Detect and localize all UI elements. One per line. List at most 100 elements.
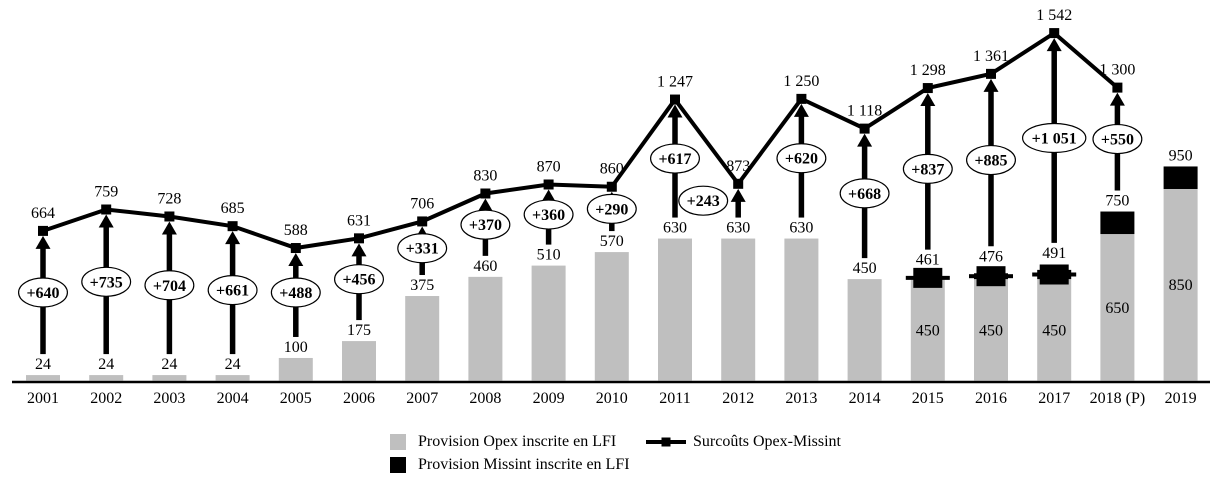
missint-black-swatch-icon [390,457,406,473]
opex-bar [721,238,756,381]
bar-total-label: 750 [1105,193,1129,210]
line-marker [164,211,175,222]
year-label: 2018 (P) [1090,390,1146,407]
delta-oval [334,264,385,295]
delta-oval [144,270,195,301]
line-marker [480,188,491,199]
delta-oval [460,209,511,240]
opex-bar [531,265,566,381]
delta-label: +290 [595,201,628,218]
opex-value-label: 650 [1105,300,1129,317]
delta-oval [207,275,258,306]
bar-total-label: 630 [663,220,687,237]
delta-label: +617 [658,151,691,168]
line-point-label: 1 298 [910,62,946,79]
year-label: 2006 [343,390,375,407]
bar-total-label: 491 [1042,245,1066,262]
opex-bar [658,238,692,381]
year-label: 2011 [659,390,690,407]
arrow-head [920,93,936,107]
delta-oval [839,178,890,209]
opex-value-label: 450 [979,322,1003,339]
line-point-label: 759 [94,183,118,200]
bar-total-label: 24 [35,356,51,373]
missint-bar [1100,211,1135,235]
opex-gray-swatch-icon [390,434,406,450]
year-label: 2019 [1165,390,1197,407]
line-marker [290,243,301,254]
legend-item-surcouts: Surcoûts Opex-Missint [646,433,841,451]
arrow-head [730,188,746,202]
line-marker [543,179,554,190]
line-point-label: 873 [726,158,750,175]
delta-oval [776,143,827,174]
legend-label-surcouts: Surcoûts Opex-Missint [693,433,841,450]
year-label: 2002 [90,390,122,407]
line-point-label: 1 300 [1099,62,1135,79]
line-point-label: 830 [473,168,497,185]
line-point-label: 588 [284,222,308,239]
year-label: 2012 [722,390,754,407]
bar-total-label: 950 [1169,147,1193,164]
line-marker [38,225,48,236]
opex-bar [974,279,1008,381]
year-label: 2009 [533,390,565,407]
arrow-head [667,104,683,118]
legend-item-opex: Provision Opex inscrite en LFI [390,433,616,451]
delta-oval [1092,123,1143,155]
line-marker [733,178,744,189]
line-point-label: 870 [537,158,561,175]
opex-bar [1163,188,1198,381]
legend-label-opex: Provision Opex inscrite en LFI [418,433,617,450]
delta-label: +243 [687,193,720,210]
delta-label: +456 [342,272,375,289]
year-label: 2001 [27,390,59,407]
arrow-head [225,231,241,245]
opex-bar [1100,234,1135,381]
bar-total-label: 476 [979,248,1003,265]
labels-layer: 24 664 2001 24 759 2002 24 728 2003 24 685 2004 100 5… [12,7,1210,407]
delta-oval [1021,122,1087,154]
bar-total-label: 24 [98,356,114,373]
delta-label: +640 [26,285,59,302]
bars-layer: 100 100 [26,166,1198,381]
delta-oval [902,153,953,184]
bar-total-label: 460 [473,258,497,275]
arrow-head [477,198,493,212]
delta-label: +837 [911,161,944,178]
missint-value-label: 100 [1169,170,1193,187]
delta-oval [523,199,574,230]
year-label: 2016 [975,390,1007,407]
opex-bar [594,252,629,381]
missint-label-chip [913,267,943,288]
bar-total-label: 630 [726,220,750,237]
delta-oval [18,277,68,308]
arrow-shaft [735,199,741,218]
arrow-head [1046,38,1062,52]
bar-total-label: 630 [789,220,813,237]
missint-value-label: 100 [1105,215,1129,232]
delta-oval [81,266,132,297]
line-marker [859,123,870,134]
arrows-layer [35,38,1125,355]
year-label: 2010 [596,390,628,407]
opex-bar [910,279,945,381]
delta-oval [678,185,729,216]
opex-value-label: 450 [1042,322,1066,339]
bar-total-label: 24 [161,356,177,373]
delta-label: +661 [216,283,249,300]
year-label: 2003 [153,390,185,407]
arrow-head [288,253,304,267]
missint-bar [1163,166,1198,189]
delta-label: +360 [532,207,565,224]
bar-total-label: 510 [537,247,561,264]
bar-total-label: 175 [347,322,371,339]
delta-label: +735 [90,274,123,291]
arrow-head [541,189,557,203]
delta-oval [270,277,321,308]
bar-total-label: 375 [410,277,434,294]
delta-label: +885 [974,153,1007,170]
line-marker [227,221,238,232]
line-marker [101,204,112,215]
year-label: 2017 [1038,390,1070,407]
